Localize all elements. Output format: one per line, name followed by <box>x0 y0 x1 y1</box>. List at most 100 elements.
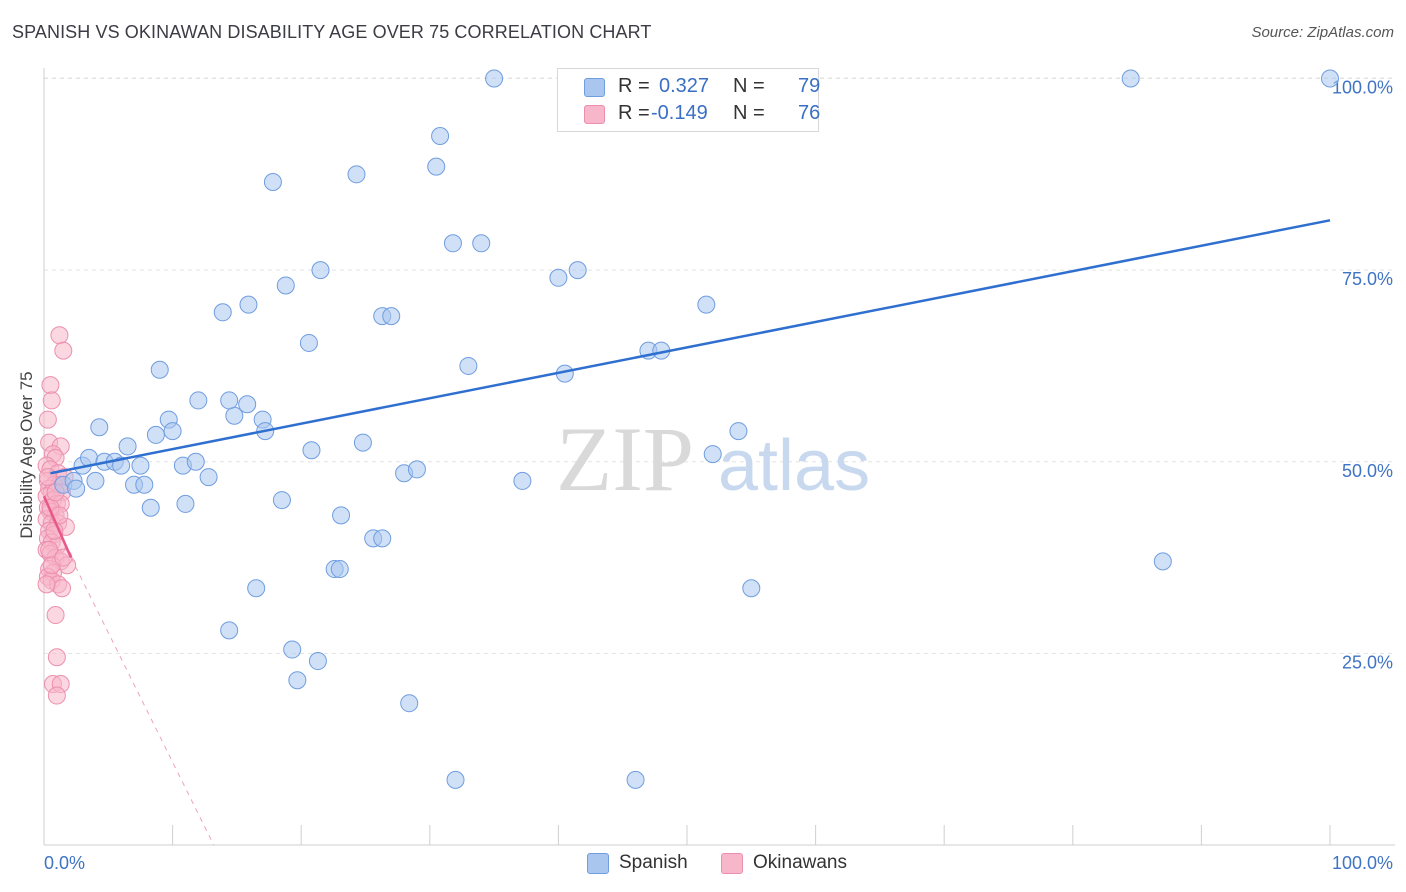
spanish-point <box>697 295 716 314</box>
spanish-point <box>485 69 504 88</box>
spanish-point <box>141 498 160 517</box>
spanish-point <box>247 579 266 598</box>
okinawans-point <box>38 468 57 487</box>
y-axis-label: Disability Age Over 75 <box>17 371 36 538</box>
spanish-point <box>347 165 366 184</box>
spanish-point <box>189 391 208 410</box>
spanish-point <box>513 471 532 490</box>
spanish-point <box>86 471 105 490</box>
spanish-point <box>353 433 372 452</box>
spanish-point <box>150 360 169 379</box>
watermark: ZIP atlas <box>556 408 870 510</box>
okinawans-point <box>47 648 66 667</box>
spanish-point <box>308 652 327 671</box>
y-tick-label: 25.0% <box>1342 652 1393 672</box>
chart-title: SPANISH VS OKINAWAN DISABILITY AGE OVER … <box>12 22 652 42</box>
spanish-point <box>302 441 321 460</box>
spanish-point <box>272 491 291 510</box>
spanish-point <box>283 640 302 659</box>
spanish-point <box>407 460 426 479</box>
spanish-point <box>549 268 568 287</box>
spanish-trend-line <box>50 219 1331 475</box>
okinawans-point <box>50 326 69 345</box>
spanish-point <box>626 770 645 789</box>
spanish-point <box>90 418 109 437</box>
spanish-point <box>299 333 318 352</box>
y-tick-label: 75.0% <box>1342 269 1393 289</box>
okinawans-swatch <box>584 105 605 124</box>
spanish-point <box>213 303 232 322</box>
n-value: 76 <box>798 102 821 124</box>
spanish-point <box>446 770 465 789</box>
legend-label: Spanish <box>619 852 688 873</box>
okinawans-point <box>42 391 61 410</box>
spanish-point <box>729 422 748 441</box>
x-tick-label-max: 100.0% <box>1332 853 1393 873</box>
spanish-swatch <box>584 78 605 97</box>
okinawans-trend-line <box>42 495 73 559</box>
spanish-point <box>131 456 150 475</box>
spanish-point <box>703 445 722 464</box>
spanish-point <box>568 261 587 280</box>
okinawans-trend-extension <box>70 557 215 846</box>
spanish-point <box>400 694 419 713</box>
okinawans-points <box>37 326 77 705</box>
stats-row-spanish: R = 0.327 N = 79 <box>558 74 821 100</box>
trend-lines <box>42 219 1331 846</box>
bottom-legend: Spanish Okinawans <box>0 852 1406 878</box>
okinawans-point <box>54 341 73 360</box>
spanish-point <box>443 234 462 253</box>
spanish-point <box>220 391 239 410</box>
spanish-point <box>67 479 86 498</box>
spanish-point <box>1321 69 1339 88</box>
spanish-point <box>146 425 165 444</box>
okinawans-point <box>41 376 60 395</box>
spanish-point <box>472 234 491 253</box>
spanish-point <box>135 475 154 494</box>
y-tick-label: 100.0% <box>1332 78 1393 98</box>
spanish-point <box>459 356 478 375</box>
spanish-point <box>1153 552 1172 571</box>
tick-labels: 25.0% 50.0% 75.0% 100.0% 0.0% 100.0% <box>44 78 1393 874</box>
okinawans-point <box>46 606 65 625</box>
r-value: -0.149 <box>651 102 708 124</box>
spanish-point <box>276 276 295 295</box>
spanish-point <box>1121 69 1140 88</box>
stats-row-okinawans: R = -0.149 N = 76 <box>558 101 821 127</box>
r-label: R = <box>618 75 650 97</box>
y-tick-label: 50.0% <box>1342 461 1393 481</box>
r-label: R = <box>618 102 650 124</box>
okinawans-point <box>38 410 57 429</box>
n-label: N = <box>733 75 765 97</box>
spanish-point <box>220 621 239 640</box>
spanish-points <box>54 69 1339 789</box>
spanish-point <box>163 422 182 441</box>
spanish-point <box>742 579 761 598</box>
watermark-zip: ZIP <box>556 408 694 510</box>
r-value: 0.327 <box>659 75 710 97</box>
spanish-legend-swatch <box>587 853 609 874</box>
okinawans-legend-swatch <box>721 853 743 874</box>
spanish-point <box>373 529 392 548</box>
okinawans-point <box>54 548 73 567</box>
spanish-point <box>332 506 351 525</box>
spanish-point <box>199 468 218 487</box>
spanish-point <box>431 126 450 145</box>
stats-legend: R = 0.327 N = 79 R = -0.149 N = 76 <box>557 68 821 132</box>
legend-label: Okinawans <box>753 852 847 873</box>
spanish-point <box>427 157 446 176</box>
n-label: N = <box>733 102 765 124</box>
x-tick-label-min: 0.0% <box>44 853 85 873</box>
okinawans-point <box>47 686 66 705</box>
spanish-point <box>118 437 137 456</box>
okinawans-point <box>37 575 56 594</box>
gridlines <box>44 77 1395 654</box>
spanish-point <box>176 494 195 513</box>
okinawans-point <box>53 579 72 598</box>
spanish-point <box>186 452 205 471</box>
n-value: 79 <box>798 75 821 97</box>
spanish-point <box>330 560 349 579</box>
spanish-point <box>239 295 258 314</box>
spanish-point <box>263 172 282 191</box>
